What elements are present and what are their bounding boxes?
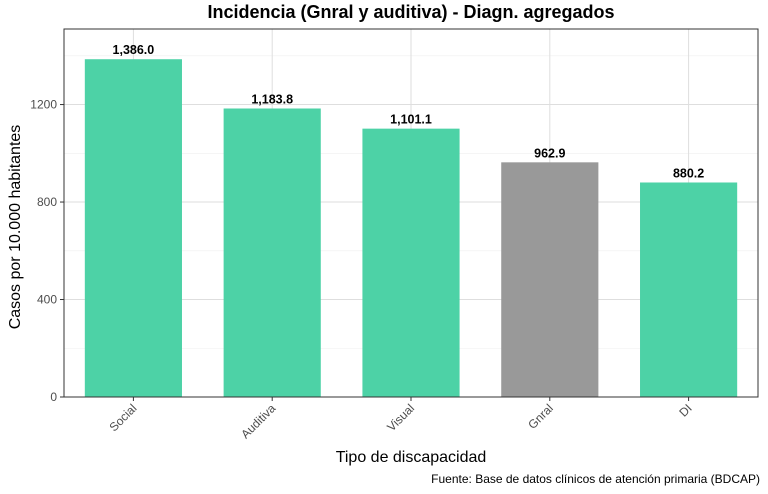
x-axis-title: Tipo de discapacidad: [336, 449, 487, 466]
chart-title: Incidencia (Gnral y auditiva) - Diagn. a…: [207, 2, 614, 22]
y-tick-label: 400: [37, 293, 57, 307]
y-tick-label: 800: [37, 195, 57, 209]
data-label-social: 1,386.0: [113, 43, 155, 57]
data-label-visual: 1,101.1: [390, 113, 432, 127]
x-axis: Social Auditiva Visual Gnral DI: [107, 397, 695, 441]
y-axis: 0 400 800 1200: [30, 98, 64, 404]
bars: [84, 59, 738, 398]
bar-gnral: [501, 162, 599, 397]
bar-visual: [362, 128, 460, 397]
y-tick-label: 1200: [30, 98, 57, 112]
x-tick-label-di: DI: [676, 401, 694, 419]
data-label-auditiva: 1,183.8: [251, 92, 293, 106]
bar-auditiva: [223, 108, 321, 398]
data-label-gnral: 962.9: [534, 146, 565, 160]
x-tick-label-social: Social: [107, 401, 140, 434]
data-labels: 1,386.0 1,183.8 1,101.1 962.9 880.2: [113, 43, 705, 180]
y-axis-title: Casos por 10.000 habitantes: [7, 125, 24, 330]
x-tick-label-gnral: Gnral: [525, 401, 556, 432]
data-label-di: 880.2: [673, 166, 704, 180]
bar-social: [84, 59, 182, 397]
y-tick-label: 0: [50, 390, 57, 404]
bar-di: [640, 182, 738, 397]
source-caption: Fuente: Base de datos clínicos de atenci…: [431, 472, 760, 486]
x-tick-label-visual: Visual: [384, 401, 417, 434]
x-tick-label-auditiva: Auditiva: [238, 401, 278, 441]
